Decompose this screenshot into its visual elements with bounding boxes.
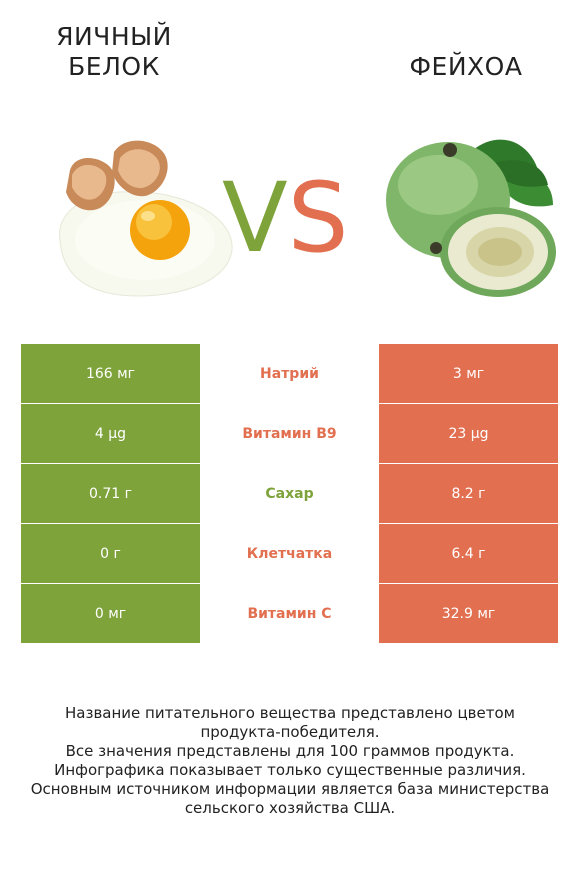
right-value: 3 мг	[379, 344, 558, 403]
table-row: 4 µg Витамин B9 23 µg	[21, 404, 558, 463]
nutrient-label: Натрий	[200, 344, 379, 403]
footnote: Название питательного вещества представл…	[10, 704, 570, 818]
vs-s-letter: S	[287, 162, 349, 274]
left-title-line-1: ЯИЧНЫЙ	[56, 22, 172, 51]
nutrient-label: Витамин B9	[200, 404, 379, 463]
left-product-title: ЯИЧНЫЙ БЕЛОК	[24, 22, 204, 82]
feijoa-icon	[386, 139, 556, 297]
vs-v-letter: V	[222, 162, 288, 274]
left-value: 4 µg	[21, 404, 200, 463]
right-value: 23 µg	[379, 404, 558, 463]
right-value: 6.4 г	[379, 524, 558, 583]
table-row: 0 г Клетчатка 6.4 г	[21, 524, 558, 583]
table-row: 0 мг Витамин C 32.9 мг	[21, 584, 558, 643]
table-row: 0.71 г Сахар 8.2 г	[21, 464, 558, 523]
table-row: 166 мг Натрий 3 мг	[21, 344, 558, 403]
footnote-line: Инфографика показывает только существенн…	[54, 761, 526, 779]
nutrient-label: Клетчатка	[200, 524, 379, 583]
footnote-line: сельского хозяйства США.	[184, 799, 396, 817]
nutrient-label: Сахар	[200, 464, 379, 523]
egg-icon	[59, 140, 233, 297]
right-value: 32.9 мг	[379, 584, 558, 643]
right-product-title: ФЕЙХОА	[376, 52, 556, 82]
left-value: 0.71 г	[21, 464, 200, 523]
left-title-line-2: БЕЛОК	[68, 52, 160, 81]
right-value: 8.2 г	[379, 464, 558, 523]
footnote-line: Все значения представлены для 100 граммо…	[65, 742, 515, 760]
footnote-line: Название питательного вещества представл…	[65, 704, 515, 722]
footnote-line: продукта-победителя.	[200, 723, 380, 741]
left-value: 0 г	[21, 524, 200, 583]
left-value: 166 мг	[21, 344, 200, 403]
vs-label: VS	[222, 168, 349, 268]
comparison-table: 166 мг Натрий 3 мг 4 µg Витамин B9 23 µg…	[21, 344, 558, 644]
footnote-line: Основным источником информации является …	[30, 780, 550, 798]
right-title-line-1: ФЕЙХОА	[409, 52, 523, 81]
nutrient-label: Витамин C	[200, 584, 379, 643]
left-value: 0 мг	[21, 584, 200, 643]
